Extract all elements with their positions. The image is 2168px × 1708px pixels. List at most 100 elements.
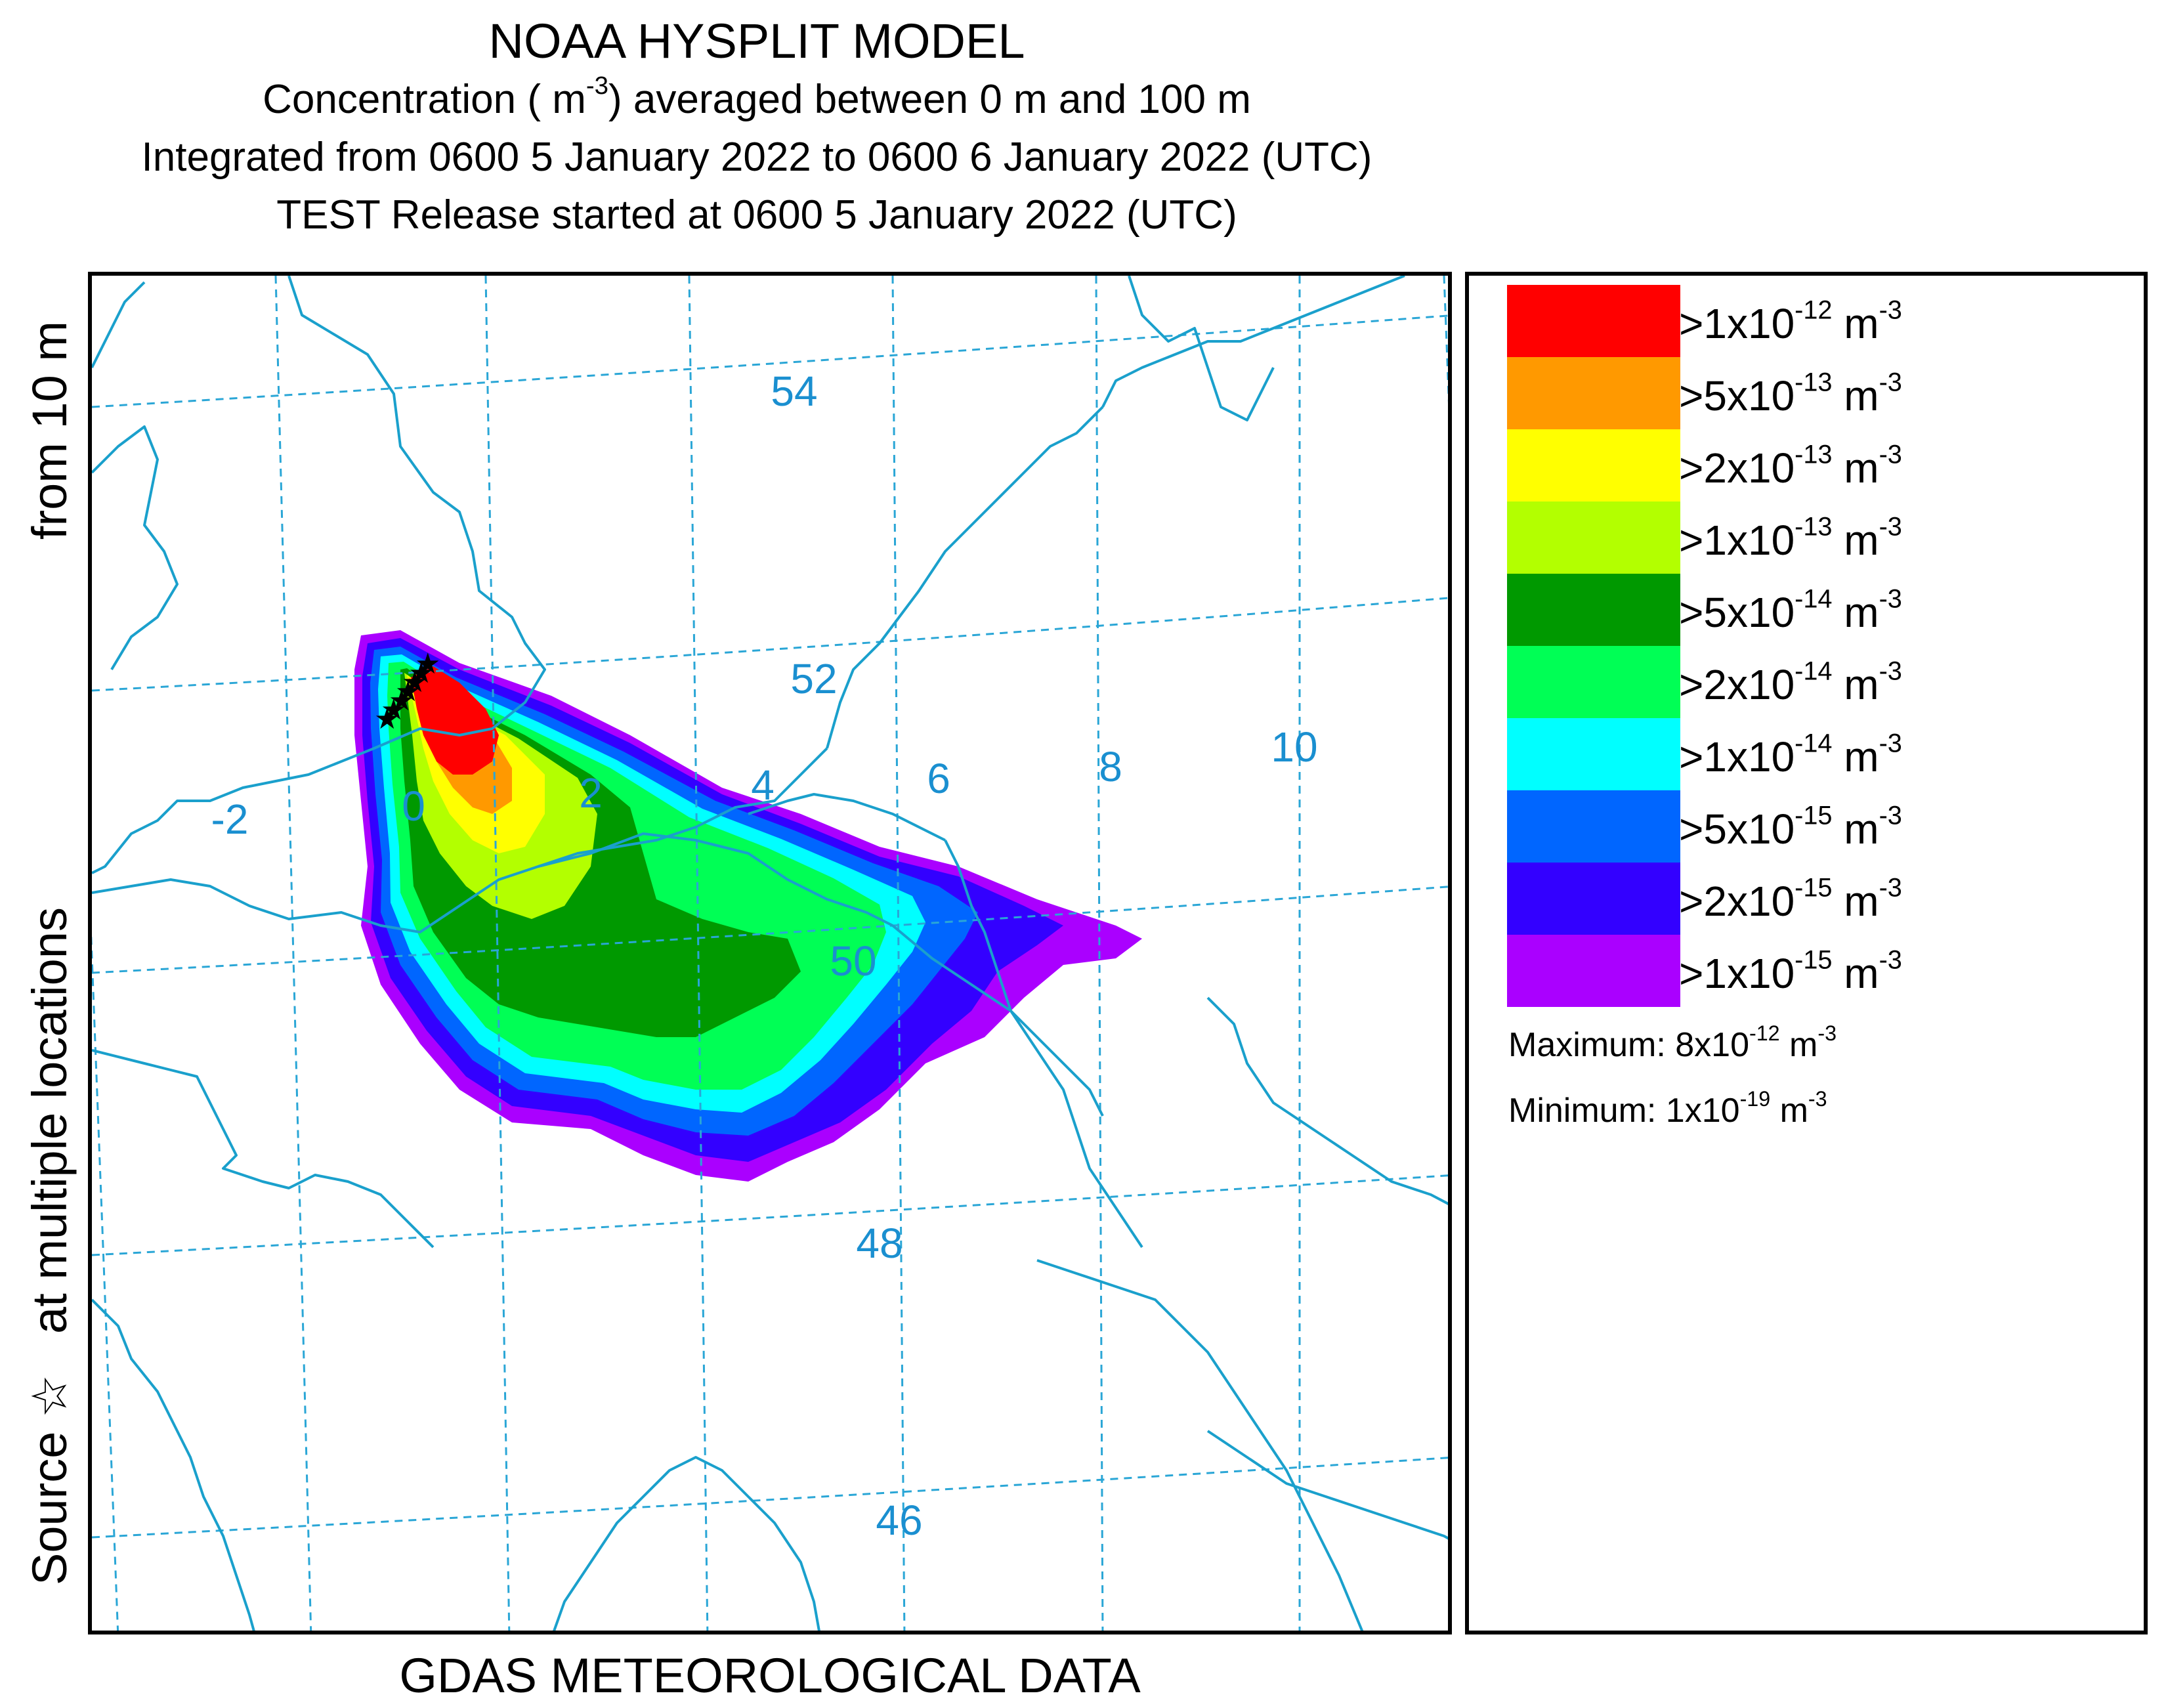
legend-row: >5x10-14 m-3 bbox=[1507, 574, 2150, 646]
concentration-subtitle: Concentration ( m-3) averaged between 0 … bbox=[0, 71, 1514, 129]
legend-swatch bbox=[1507, 718, 1680, 790]
lat-label-54: 54 bbox=[771, 368, 817, 415]
integration-period: Integrated from 0600 5 January 2022 to 0… bbox=[141, 135, 1372, 180]
lon-label-6: 6 bbox=[927, 755, 950, 802]
legend-swatch bbox=[1507, 574, 1680, 646]
lon-label-0: 0 bbox=[402, 782, 425, 830]
coastline-wales bbox=[92, 425, 179, 671]
longitude-line-6 bbox=[1095, 276, 1104, 1631]
border-france-switzerland bbox=[1036, 1259, 1364, 1631]
border-france-belgium bbox=[538, 832, 893, 927]
lon-label-10: 10 bbox=[1271, 723, 1317, 771]
coastlines-and-borders bbox=[92, 276, 1448, 1631]
map-canvas: 54 52 50 48 46 -2 0 2 4 6 8 10 ★ ★ ★ ★ ★… bbox=[92, 276, 1448, 1631]
border-france-germany bbox=[891, 924, 1143, 1249]
conc-unit-exponent: -3 bbox=[585, 72, 609, 100]
coastline-ireland-sea bbox=[92, 281, 146, 368]
graticule bbox=[92, 276, 1448, 1631]
source-star-marker-4: ★ bbox=[395, 675, 421, 708]
concentration-plume bbox=[354, 630, 1142, 1182]
source-side-label: Source ☆ at multiple locations from 10 m bbox=[22, 264, 77, 1642]
legend-swatch bbox=[1507, 429, 1680, 502]
source-star-marker-7: ★ bbox=[415, 647, 440, 681]
legend-row: >2x10-13 m-3 bbox=[1507, 429, 2150, 502]
legend-swatch bbox=[1507, 935, 1680, 1007]
coastline-denmark bbox=[1128, 276, 1275, 421]
longitude-line-4 bbox=[891, 276, 906, 1631]
source-star-marker-2: ★ bbox=[381, 693, 406, 727]
legend-row: >5x10-13 m-3 bbox=[1507, 357, 2150, 429]
latitude-line-48 bbox=[92, 1174, 1448, 1256]
lat-label-50: 50 bbox=[830, 937, 876, 985]
legend-label: >1x10-15 m-3 bbox=[1679, 945, 1902, 997]
source-star-icon: ☆ bbox=[22, 1374, 77, 1418]
legend-row: >1x10-15 m-3 bbox=[1507, 935, 2150, 1007]
longitude-line-m4 bbox=[92, 931, 119, 1631]
minimum-value: Minimum: 1x10-19 m-3 bbox=[1508, 1086, 1827, 1130]
legend-label: >1x10-12 m-3 bbox=[1679, 295, 1902, 347]
source-star-marker-1: ★ bbox=[374, 702, 400, 736]
legend-row: >5x10-15 m-3 bbox=[1507, 790, 2150, 863]
legend-swatch bbox=[1507, 863, 1680, 935]
latitude-line-52 bbox=[92, 597, 1448, 692]
legend-panel: >1x10-12 m-3 >5x10-13 m-3 >2x10-13 m-3 >… bbox=[1465, 272, 2148, 1634]
legend-swatch bbox=[1507, 502, 1680, 574]
longitude-line-2 bbox=[688, 276, 709, 1631]
latitude-line-46 bbox=[92, 1457, 1448, 1539]
lat-label-46: 46 bbox=[876, 1497, 922, 1544]
legend-swatch bbox=[1507, 285, 1680, 357]
legend-label: >1x10-13 m-3 bbox=[1679, 512, 1902, 564]
contour-1e-12 bbox=[411, 666, 499, 775]
lat-label-48: 48 bbox=[856, 1220, 903, 1267]
border-germany-west bbox=[944, 840, 1104, 1117]
source-height: from 10 m bbox=[22, 320, 77, 540]
border-belgium-netherlands bbox=[748, 793, 946, 842]
source-star-marker-5: ★ bbox=[402, 666, 427, 699]
lat-label-52: 52 bbox=[790, 655, 837, 702]
grid-labels: 54 52 50 48 46 -2 0 2 4 6 8 10 bbox=[211, 368, 1318, 1544]
release-time: TEST Release started at 0600 5 January 2… bbox=[276, 192, 1237, 238]
coastline-brittany bbox=[92, 1049, 435, 1249]
page-title: NOAA HYSPLIT MODEL bbox=[488, 14, 1025, 68]
coastline-biscay bbox=[92, 1298, 255, 1631]
border-switzerland-italy bbox=[1206, 1430, 1448, 1540]
source-locations: at multiple locations bbox=[22, 907, 77, 1334]
legend-label: >2x10-13 m-3 bbox=[1679, 440, 1902, 492]
coastline-great-britain bbox=[92, 276, 546, 874]
title-block: NOAA HYSPLIT MODEL Concentration ( m-3) … bbox=[0, 12, 1514, 244]
legend-row: >1x10-12 m-3 bbox=[1507, 285, 2150, 357]
legend-label: >5x10-13 m-3 bbox=[1679, 368, 1902, 419]
coastline-france-channel bbox=[92, 747, 828, 933]
coastline-germany-north bbox=[1101, 276, 1405, 408]
legend-row: >1x10-13 m-3 bbox=[1507, 502, 2150, 574]
legend-swatch bbox=[1507, 357, 1680, 429]
lon-label-4: 4 bbox=[751, 761, 775, 809]
longitude-line-0 bbox=[484, 276, 511, 1631]
source-star-marker-6: ★ bbox=[408, 656, 434, 690]
lon-label-m2: -2 bbox=[211, 796, 249, 843]
legend-label: >2x10-14 m-3 bbox=[1679, 656, 1902, 708]
source-word: Source bbox=[22, 1431, 77, 1586]
coastline-netherlands bbox=[826, 406, 1104, 749]
border-france-south bbox=[553, 1456, 820, 1631]
map-panel: 54 52 50 48 46 -2 0 2 4 6 8 10 ★ ★ ★ ★ ★… bbox=[88, 272, 1452, 1634]
legend-row: >2x10-15 m-3 bbox=[1507, 863, 2150, 935]
legend-row: >2x10-14 m-3 bbox=[1507, 646, 2150, 718]
conc-suffix: ) averaged between 0 m and 100 m bbox=[608, 77, 1251, 122]
data-source-footer: GDAS METEOROLOGICAL DATA bbox=[399, 1648, 1141, 1703]
legend-swatch bbox=[1507, 646, 1680, 718]
longitude-line-m2 bbox=[274, 276, 312, 1631]
lon-label-2: 2 bbox=[579, 769, 603, 817]
legend-label: >2x10-15 m-3 bbox=[1679, 873, 1902, 925]
legend-label: >5x10-15 m-3 bbox=[1679, 801, 1902, 853]
border-germany-east bbox=[1206, 996, 1448, 1205]
legend-row: >1x10-14 m-3 bbox=[1507, 718, 2150, 790]
legend-label: >1x10-14 m-3 bbox=[1679, 729, 1902, 780]
legend-label: >5x10-14 m-3 bbox=[1679, 584, 1902, 636]
maximum-value: Maximum: 8x10-12 m-3 bbox=[1508, 1021, 1837, 1064]
longitude-line-10 bbox=[1443, 276, 1448, 404]
source-markers: ★ ★ ★ ★ ★ ★ ★ bbox=[374, 647, 440, 736]
conc-unit: m bbox=[552, 77, 586, 122]
legend-swatch bbox=[1507, 790, 1680, 863]
source-star-marker-3: ★ bbox=[389, 684, 414, 717]
